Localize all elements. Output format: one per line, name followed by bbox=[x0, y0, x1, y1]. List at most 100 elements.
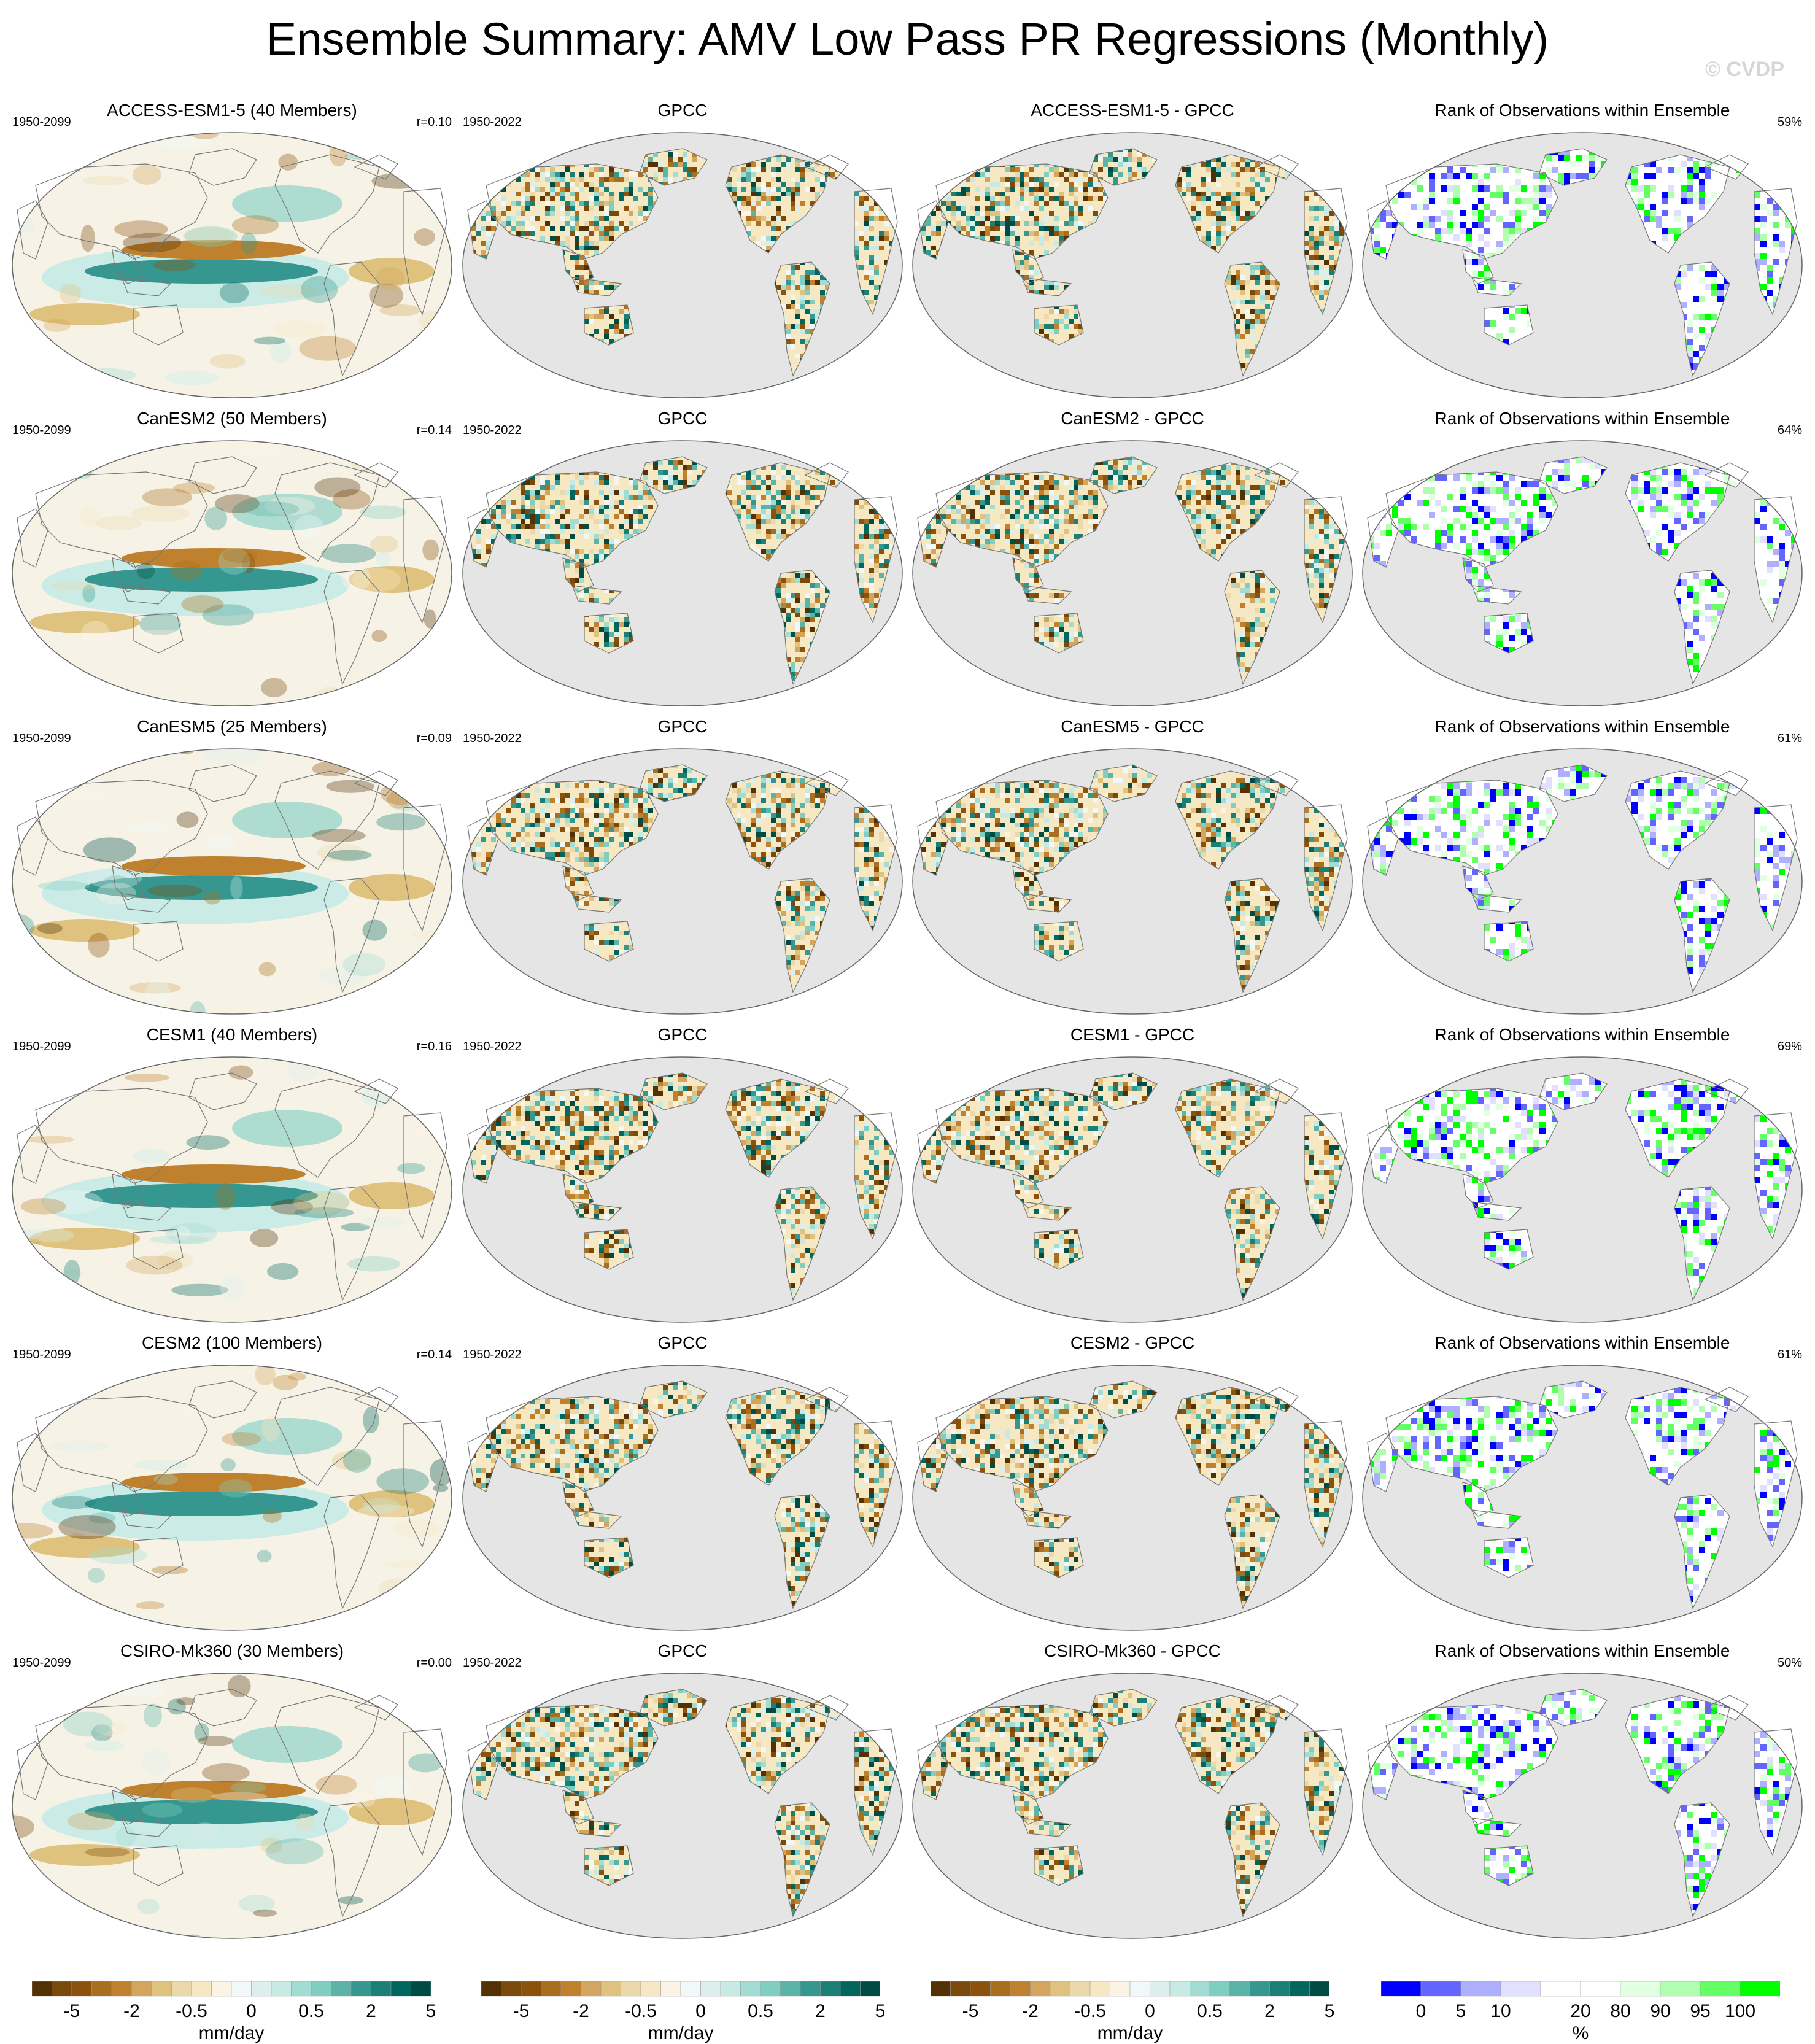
colorbar-swatch bbox=[951, 1981, 971, 1996]
map-panel-diff-4: CESM2 - GPCC bbox=[911, 1332, 1353, 1639]
colorbar-swatch bbox=[311, 1981, 331, 1996]
colorbar-tick-label: 0.5 bbox=[1197, 2001, 1223, 2022]
colorbar-tick-label: 20 bbox=[1570, 2001, 1590, 2022]
colorbar-swatch bbox=[331, 1981, 352, 1996]
map-plot bbox=[911, 1363, 1353, 1633]
figure-title: Ensemble Summary: AMV Low Pass PR Regres… bbox=[0, 9, 1815, 70]
colorbar-swatch bbox=[1050, 1981, 1070, 1996]
map-panel-diff-3: CESM1 - GPCC bbox=[911, 1024, 1353, 1331]
panel-period: 1950-2099 bbox=[12, 1655, 71, 1671]
colorbar-swatch bbox=[1740, 1981, 1780, 1996]
map-plot bbox=[1361, 130, 1803, 400]
map-plot bbox=[911, 746, 1353, 1016]
colorbar-swatch bbox=[521, 1981, 541, 1996]
map-plot bbox=[462, 1055, 904, 1325]
colorbar-swatch bbox=[172, 1981, 192, 1996]
colorbar-tick-label: 0 bbox=[1145, 2001, 1155, 2022]
colorbar-tick-label: -5 bbox=[962, 2001, 979, 2022]
colorbar-swatch bbox=[681, 1981, 701, 1996]
map-plot bbox=[462, 1363, 904, 1633]
map-plot bbox=[911, 1671, 1353, 1941]
map-plot bbox=[1361, 1055, 1803, 1325]
colorbar-swatch bbox=[292, 1981, 312, 1996]
pattern-correlation: r=0.10 bbox=[417, 114, 452, 130]
colorbar-swatch bbox=[741, 1981, 761, 1996]
map-plot bbox=[1361, 438, 1803, 708]
colorbar-swatch bbox=[991, 1981, 1011, 1996]
colorbar-tick-label: -5 bbox=[64, 2001, 80, 2022]
rank-percent: 64% bbox=[1778, 422, 1802, 438]
colorbar-swatch bbox=[861, 1981, 881, 1996]
panel-title: CanESM5 (25 Members) bbox=[11, 716, 453, 738]
colorbar-tick-label: -2 bbox=[573, 2001, 589, 2022]
panel-period: 1950-2099 bbox=[12, 730, 71, 746]
colorbar-swatch bbox=[1210, 1981, 1230, 1996]
map-plot bbox=[911, 130, 1353, 400]
panel-period: 1950-2022 bbox=[463, 114, 522, 130]
colorbar-swatch bbox=[781, 1981, 801, 1996]
colorbar-swatch bbox=[252, 1981, 272, 1996]
colorbar-swatch bbox=[840, 1981, 861, 1996]
colorbar-swatch bbox=[32, 1981, 52, 1996]
panel-period: 1950-2022 bbox=[463, 422, 522, 438]
pattern-correlation: r=0.00 bbox=[417, 1655, 452, 1671]
colorbar-swatches bbox=[32, 1981, 431, 1997]
colorbar-swatch bbox=[661, 1981, 681, 1996]
colorbar-swatch bbox=[581, 1981, 602, 1996]
colorbar-tick-label: -2 bbox=[1022, 2001, 1039, 2022]
panel-period: 1950-2022 bbox=[463, 1655, 522, 1671]
colorbar-swatch bbox=[1170, 1981, 1190, 1996]
panel-title: GPCC bbox=[462, 99, 904, 122]
colorbar-swatch bbox=[371, 1981, 392, 1996]
colorbar-swatch bbox=[541, 1981, 562, 1996]
colorbar-swatch bbox=[391, 1981, 411, 1996]
colorbar-swatch bbox=[701, 1981, 721, 1996]
pattern-correlation: r=0.09 bbox=[417, 730, 452, 746]
colorbar-swatch bbox=[411, 1981, 431, 1996]
colorbar-swatch bbox=[92, 1981, 112, 1996]
panel-title: Rank of Observations within Ensemble bbox=[1361, 1640, 1803, 1662]
colorbar-swatch bbox=[132, 1981, 152, 1996]
colorbar-swatch bbox=[1270, 1981, 1290, 1996]
colorbar-swatch bbox=[1090, 1981, 1110, 1996]
colorbar-swatch bbox=[52, 1981, 72, 1996]
colorbar-swatch bbox=[970, 1981, 991, 1996]
panel-period: 1950-2099 bbox=[12, 114, 71, 130]
panel-title: CESM1 - GPCC bbox=[911, 1024, 1353, 1046]
colorbar-swatch bbox=[152, 1981, 172, 1996]
panel-title: CSIRO-Mk360 - GPCC bbox=[911, 1640, 1353, 1662]
colorbar-tick-label: 5 bbox=[426, 2001, 436, 2022]
panel-title: Rank of Observations within Ensemble bbox=[1361, 99, 1803, 122]
map-plot bbox=[462, 746, 904, 1016]
panel-title: GPCC bbox=[462, 1024, 904, 1046]
colorbar-swatch bbox=[271, 1981, 292, 1996]
colorbar-swatches bbox=[1381, 1981, 1780, 1997]
panel-period: 1950-2022 bbox=[463, 1347, 522, 1363]
colorbar-swatch bbox=[1541, 1981, 1581, 1996]
colorbar-tick-label: -0.5 bbox=[625, 2001, 657, 2022]
map-plot bbox=[11, 1363, 453, 1633]
map-plot bbox=[462, 1671, 904, 1941]
map-panel-diff-0: ACCESS-ESM1-5 - GPCC bbox=[911, 99, 1353, 406]
map-panel-diff-2: CanESM5 - GPCC bbox=[911, 716, 1353, 1023]
colorbar-swatch bbox=[931, 1981, 951, 1996]
panel-title: GPCC bbox=[462, 1332, 904, 1354]
panel-period: 1950-2099 bbox=[12, 1039, 71, 1055]
rank-percent: 50% bbox=[1778, 1655, 1802, 1671]
map-panel-model-2: CanESM5 (25 Members)1950-2099 r=0.09 bbox=[11, 716, 453, 1023]
colorbar-swatch bbox=[800, 1981, 821, 1996]
map-plot bbox=[462, 438, 904, 708]
panel-title: CanESM5 - GPCC bbox=[911, 716, 1353, 738]
map-plot bbox=[11, 130, 453, 400]
map-plot bbox=[911, 438, 1353, 708]
